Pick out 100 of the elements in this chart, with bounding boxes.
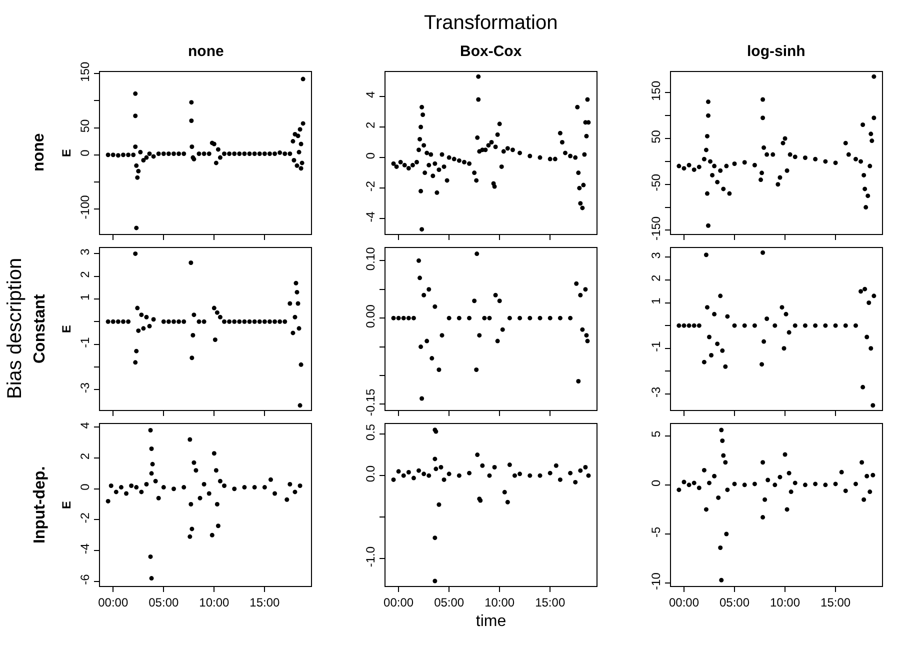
point xyxy=(868,346,874,351)
y-tick-label: -1 xyxy=(649,340,664,352)
point xyxy=(538,473,542,478)
point xyxy=(860,384,866,390)
y-tick-label: -100 xyxy=(78,194,92,220)
point xyxy=(686,482,692,488)
y-tick-label: 0.00 xyxy=(364,304,378,328)
point xyxy=(760,460,766,465)
y-tick-label: 50 xyxy=(649,130,664,144)
point xyxy=(833,160,838,166)
point xyxy=(418,276,422,280)
x-tick-label: 00:00 xyxy=(384,595,414,610)
point xyxy=(788,490,794,494)
point xyxy=(262,319,267,324)
point xyxy=(139,312,144,318)
point xyxy=(391,316,396,320)
point xyxy=(568,470,573,476)
point xyxy=(497,298,502,304)
point xyxy=(176,319,182,324)
point xyxy=(580,327,585,332)
point xyxy=(712,164,717,168)
y-axis-title: E xyxy=(60,324,74,334)
text: Constant xyxy=(32,294,48,364)
point xyxy=(858,289,864,294)
point xyxy=(188,437,192,442)
point xyxy=(718,294,723,298)
point xyxy=(456,473,462,478)
y-tick-label: 3 xyxy=(78,248,92,256)
point xyxy=(430,356,434,361)
point xyxy=(782,136,788,141)
point xyxy=(585,338,590,344)
point xyxy=(188,534,192,539)
y-tick-label: -50 xyxy=(649,174,664,192)
y-axis-title: E xyxy=(60,148,74,157)
x-tick-label: 10:00 xyxy=(770,595,800,610)
y-tick-label: -4 xyxy=(364,211,378,222)
point xyxy=(706,223,710,228)
point xyxy=(704,134,710,138)
point xyxy=(406,316,411,320)
point xyxy=(719,578,724,582)
point xyxy=(422,472,426,476)
point xyxy=(151,317,156,322)
point xyxy=(242,319,247,324)
point xyxy=(568,316,573,320)
point xyxy=(216,524,220,528)
point xyxy=(156,496,161,500)
point xyxy=(752,482,757,486)
point xyxy=(802,482,808,488)
point xyxy=(843,323,848,328)
point xyxy=(487,473,492,478)
text: Input-dep. xyxy=(31,466,48,544)
point xyxy=(823,159,828,164)
point xyxy=(548,316,552,320)
point xyxy=(715,342,720,346)
point xyxy=(135,306,140,310)
point xyxy=(416,258,422,263)
point xyxy=(676,488,682,492)
point xyxy=(583,287,588,292)
point xyxy=(298,484,302,488)
chart-title: none xyxy=(188,43,224,60)
x-axis-title: time xyxy=(476,613,506,630)
y-tick-label: -3 xyxy=(78,382,92,394)
point xyxy=(396,469,401,474)
point xyxy=(192,312,196,318)
point xyxy=(141,326,146,331)
y-tick-label: 150 xyxy=(649,80,664,101)
point xyxy=(507,462,512,468)
point xyxy=(401,316,406,320)
point xyxy=(106,319,110,324)
point xyxy=(212,306,216,310)
point xyxy=(872,116,876,120)
point xyxy=(292,314,298,320)
point xyxy=(718,545,723,550)
point xyxy=(190,356,194,360)
y-tick-label: 0.5 xyxy=(364,424,378,441)
point xyxy=(720,348,725,353)
point xyxy=(474,368,479,372)
y-tick-label: -150 xyxy=(649,216,664,240)
point xyxy=(766,478,770,482)
point xyxy=(558,477,562,482)
point xyxy=(802,323,808,328)
point xyxy=(172,486,176,492)
y-tick-label: -10 xyxy=(649,572,664,590)
point xyxy=(288,301,292,306)
point xyxy=(222,319,227,324)
point xyxy=(702,360,706,364)
point xyxy=(786,330,792,335)
point xyxy=(518,472,522,476)
point xyxy=(212,451,216,456)
point xyxy=(772,323,778,328)
y-tick-label: 4 xyxy=(78,422,92,429)
text: none xyxy=(30,133,48,172)
point xyxy=(210,532,214,538)
point xyxy=(136,328,141,333)
point xyxy=(298,403,302,408)
point xyxy=(704,507,708,512)
point xyxy=(578,292,583,298)
point xyxy=(707,480,712,486)
point xyxy=(416,468,422,473)
point xyxy=(792,480,798,486)
